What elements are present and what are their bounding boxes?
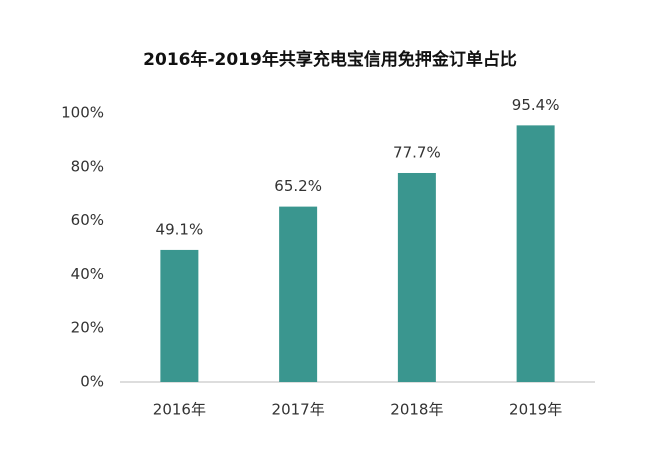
x-tick-label: 2019年	[509, 401, 562, 419]
bar	[516, 125, 555, 383]
bar	[160, 249, 199, 382]
x-tick-label: 2016年	[153, 401, 206, 419]
y-tick-label: 80%	[71, 157, 104, 175]
y-tick-label: 100%	[61, 104, 104, 122]
x-tick-label: 2018年	[390, 401, 443, 419]
bar	[279, 206, 318, 382]
value-label: 49.1%	[156, 220, 204, 238]
y-tick-label: 20%	[71, 319, 104, 337]
y-tick-label: 0%	[80, 373, 104, 391]
y-tick-label: 60%	[71, 211, 104, 229]
value-label: 65.2%	[274, 177, 322, 195]
bar	[397, 172, 436, 382]
chart-title: 2016年-2019年共享充电宝信用免押金订单占比	[143, 49, 517, 70]
y-tick-label: 40%	[71, 265, 104, 283]
value-label: 77.7%	[393, 143, 441, 161]
value-label: 95.4%	[512, 96, 560, 114]
x-tick-label: 2017年	[272, 401, 325, 419]
